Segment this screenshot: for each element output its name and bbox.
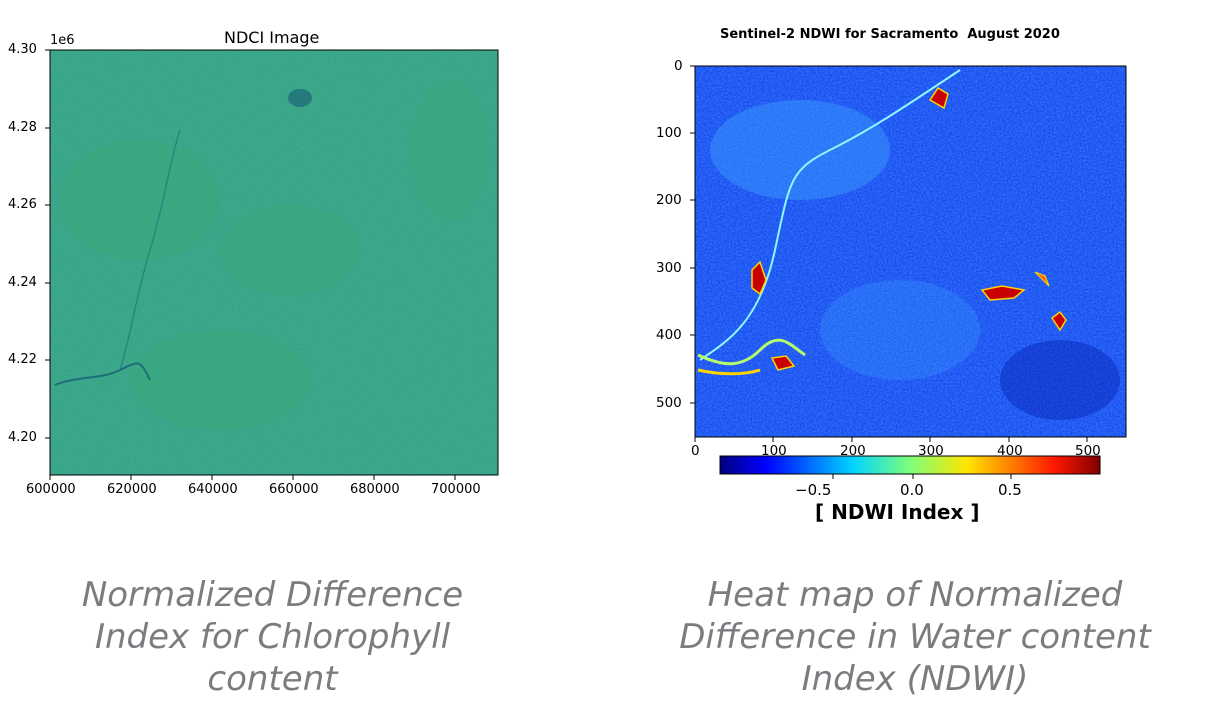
ndci-y-tick: 4.30 <box>8 42 37 57</box>
ndci-y-tick: 4.28 <box>8 120 37 135</box>
ndwi-caption: Heat map of Normalized Difference in Wat… <box>655 574 1175 700</box>
ndci-x-tick: 660000 <box>269 482 319 497</box>
ndci-x-tick: 700000 <box>431 482 481 497</box>
ndwi-y-tick: 500 <box>656 395 682 411</box>
ndci-caption-line: Index for Chlorophyll <box>94 617 451 657</box>
ndwi-x-tick: 0 <box>691 443 700 459</box>
ndwi-x-tick: 400 <box>997 443 1023 459</box>
ndwi-caption-line: Difference in Water content <box>679 617 1151 657</box>
ndci-y-tick: 4.26 <box>8 197 37 212</box>
ndci-caption: Normalized Difference Index for Chloroph… <box>40 574 505 700</box>
ndwi-x-tick: 500 <box>1075 443 1101 459</box>
ndci-caption-line: content <box>207 659 338 699</box>
ndwi-y-tick: 0 <box>674 58 683 74</box>
ndwi-y-tick: 200 <box>656 192 682 208</box>
ndwi-colorbar <box>719 455 1101 479</box>
ndci-y-tick: 4.20 <box>8 430 37 445</box>
ndwi-caption-line: Index (NDWI) <box>801 659 1029 699</box>
ndwi-x-tick: 200 <box>840 443 866 459</box>
ndci-x-tick: 680000 <box>350 482 400 497</box>
ndwi-x-tick: 300 <box>918 443 944 459</box>
ndci-title: NDCI Image <box>224 28 320 47</box>
ndwi-caption-line: Heat map of Normalized <box>707 575 1123 615</box>
ndwi-title: Sentinel-2 NDWI for Sacramento August 20… <box>720 27 1060 42</box>
ndwi-y-tick: 100 <box>656 125 682 141</box>
ndwi-y-tick: 300 <box>656 260 682 276</box>
ndci-x-tick: 640000 <box>188 482 238 497</box>
ndwi-plot-area <box>694 65 1127 438</box>
ndwi-colorbar-tick: −0.5 <box>795 481 832 499</box>
ndci-caption-line: Normalized Difference <box>81 575 464 615</box>
ndci-y-tick: 4.22 <box>8 352 37 367</box>
ndwi-colorbar-tick: 0.0 <box>900 481 924 499</box>
ndci-x-tick: 620000 <box>107 482 157 497</box>
ndwi-y-tick: 400 <box>656 327 682 343</box>
ndwi-colorbar-label: [ NDWI Index ] <box>815 500 980 524</box>
ndci-x-tick: 600000 <box>26 482 76 497</box>
ndci-plot-area <box>49 49 499 476</box>
ndwi-colorbar-tick: 0.5 <box>998 481 1022 499</box>
ndci-y-exponent: 1e6 <box>50 33 75 48</box>
ndwi-x-tick: 100 <box>761 443 787 459</box>
ndci-y-tick: 4.24 <box>8 275 37 290</box>
